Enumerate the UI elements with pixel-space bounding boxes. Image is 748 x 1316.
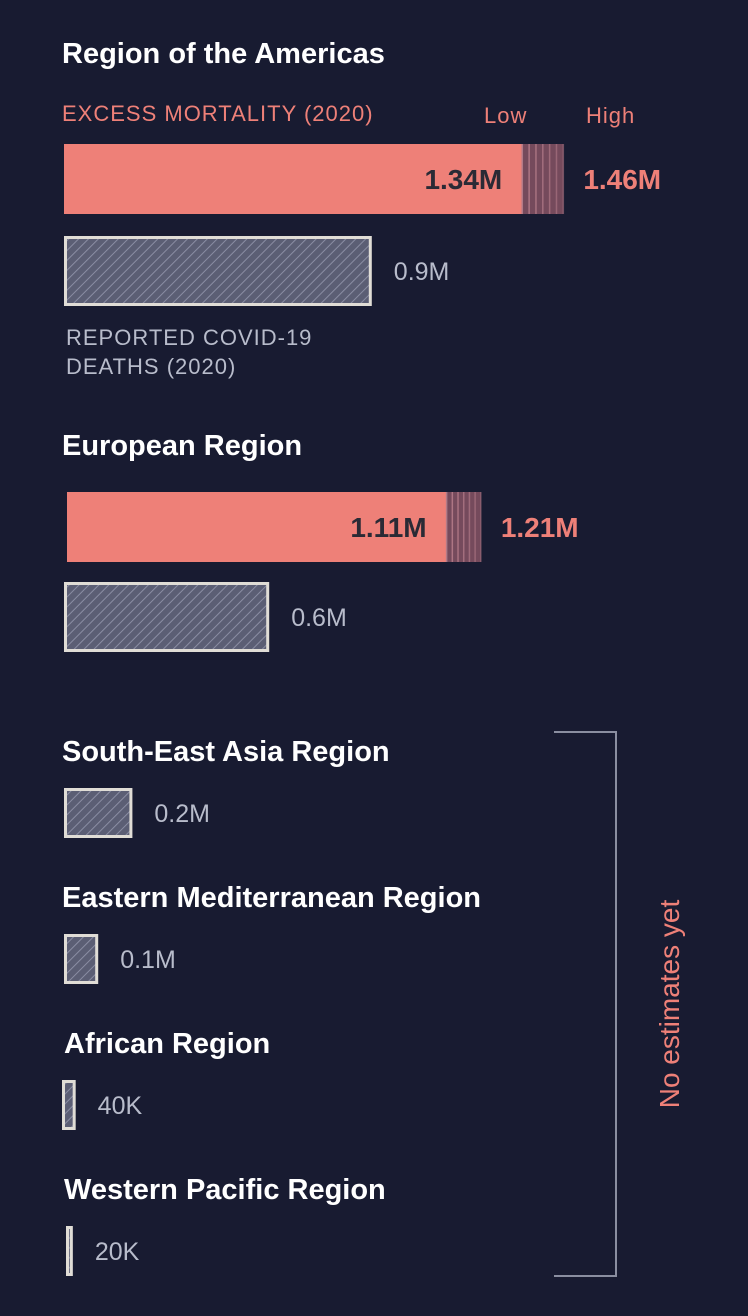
reported-deaths-label-eastern-mediterranean-region: 0.1M: [120, 946, 176, 974]
high-legend-label: High: [586, 103, 635, 128]
reported-deaths-label-region-of-the-americas: 0.9M: [394, 258, 450, 286]
region-title-african-region: African Region: [64, 1028, 270, 1060]
reported-deaths-label-south-east-asia-region: 0.2M: [154, 800, 210, 828]
excess-low-label-european-region: 1.11M: [350, 512, 426, 543]
excess-low-bar-european-region: [67, 492, 447, 562]
reported-deaths-legend-label-line1: REPORTED COVID-19: [66, 325, 312, 350]
excess-low-label-region-of-the-americas: 1.34M: [424, 164, 502, 195]
excess-low-bar-region-of-the-americas: [64, 144, 523, 214]
region-title-eastern-mediterranean-region: Eastern Mediterranean Region: [62, 882, 481, 914]
excess-mortality-legend-label: EXCESS MORTALITY (2020): [62, 101, 374, 126]
region-title-european-region: European Region: [62, 430, 302, 462]
excess-high-label-region-of-the-americas: 1.46M: [583, 164, 661, 195]
no-estimates-note: No estimates yet: [654, 900, 685, 1109]
low-legend-label: Low: [484, 103, 527, 128]
reported-deaths-bar-african-region: [62, 1080, 76, 1130]
reported-deaths-bar-eastern-mediterranean-region: [64, 934, 99, 984]
reported-deaths-label-western-pacific-region: 20K: [95, 1238, 140, 1266]
region-title-region-of-the-americas: Region of the Americas: [62, 38, 385, 70]
excess-high-label-european-region: 1.21M: [501, 512, 579, 543]
reported-deaths-bar-south-east-asia-region: [64, 788, 133, 838]
reported-deaths-label-african-region: 40K: [98, 1092, 143, 1120]
region-title-western-pacific-region: Western Pacific Region: [64, 1174, 386, 1206]
reported-deaths-legend-label-line2: DEATHS (2020): [66, 354, 236, 379]
region-title-south-east-asia-region: South-East Asia Region: [62, 736, 390, 768]
reported-deaths-bar-region-of-the-americas: [64, 236, 372, 306]
reported-deaths-label-european-region: 0.6M: [291, 604, 347, 632]
reported-deaths-bar-european-region: [64, 582, 270, 652]
reported-deaths-bar-western-pacific-region: [66, 1226, 73, 1276]
no-estimates-bracket: [554, 731, 617, 1277]
